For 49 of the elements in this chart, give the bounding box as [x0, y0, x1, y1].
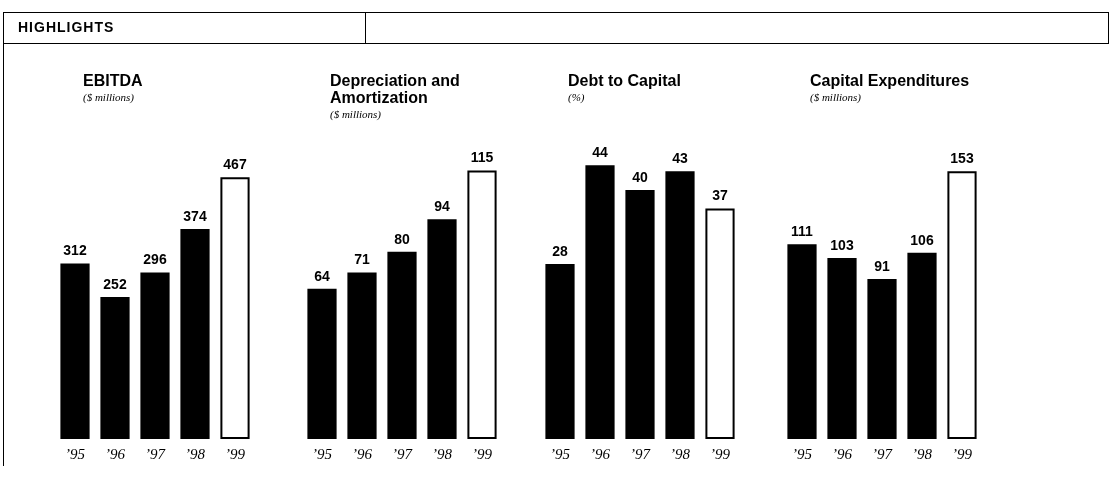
x-tick-label: ’98 [185, 445, 206, 462]
x-tick-label: ’99 [952, 445, 973, 462]
x-tick-label: ’98 [912, 445, 933, 462]
data-label: 28 [552, 242, 568, 259]
data-label: 91 [874, 257, 890, 274]
x-tick-label: ’95 [65, 445, 86, 462]
data-label: 312 [63, 242, 87, 259]
x-tick-label: ’98 [670, 445, 691, 462]
chart-title: Depreciation and Amortization [330, 72, 461, 106]
data-label: 103 [830, 236, 854, 253]
chart-title: Debt to Capital [568, 72, 682, 89]
data-label: 374 [183, 207, 207, 224]
x-tick-label: ’95 [792, 445, 813, 462]
chart-title: Capital Expenditures [810, 72, 971, 89]
x-tick-label: ’96 [590, 445, 611, 462]
x-tick-label: ’99 [225, 445, 246, 462]
data-label: 111 [791, 223, 814, 239]
x-tick-label: ’96 [352, 445, 373, 462]
data-label: 106 [910, 231, 934, 248]
data-label: 71 [354, 251, 370, 268]
data-label: 153 [950, 150, 974, 167]
x-tick-label: ’99 [710, 445, 731, 462]
data-label: 37 [712, 187, 728, 204]
x-tick-label: ’99 [472, 445, 493, 462]
x-tick-label: ’95 [312, 445, 333, 462]
x-tick-label: ’97 [872, 445, 894, 462]
data-label: 94 [434, 198, 450, 215]
text: HIGHLIGHTS [18, 19, 115, 35]
data-label: 252 [103, 275, 127, 292]
chart-subtitle: (%) [568, 91, 585, 103]
x-tick-label: ’98 [432, 445, 453, 462]
data-label: 80 [394, 230, 410, 247]
data-label: 64 [314, 267, 330, 284]
data-label: 40 [632, 168, 648, 185]
data-label: 467 [223, 156, 247, 173]
x-tick-label: ’97 [392, 445, 414, 462]
x-tick-label: ’96 [832, 445, 853, 462]
data-label: 296 [143, 251, 167, 268]
data-label: 115 [470, 149, 494, 166]
chart-subtitle: ($ millions) [83, 91, 135, 103]
chart-title: EBITDA [83, 72, 144, 89]
x-tick-label: ’95 [550, 445, 571, 462]
data-label: 44 [592, 144, 608, 161]
chart-subtitle: ($ millions) [330, 108, 382, 120]
data-label: 43 [672, 150, 688, 167]
x-tick-label: ’97 [630, 445, 652, 462]
x-tick-label: ’96 [105, 445, 126, 462]
x-tick-label: ’97 [145, 445, 167, 462]
chart-subtitle: ($ millions) [810, 91, 862, 103]
